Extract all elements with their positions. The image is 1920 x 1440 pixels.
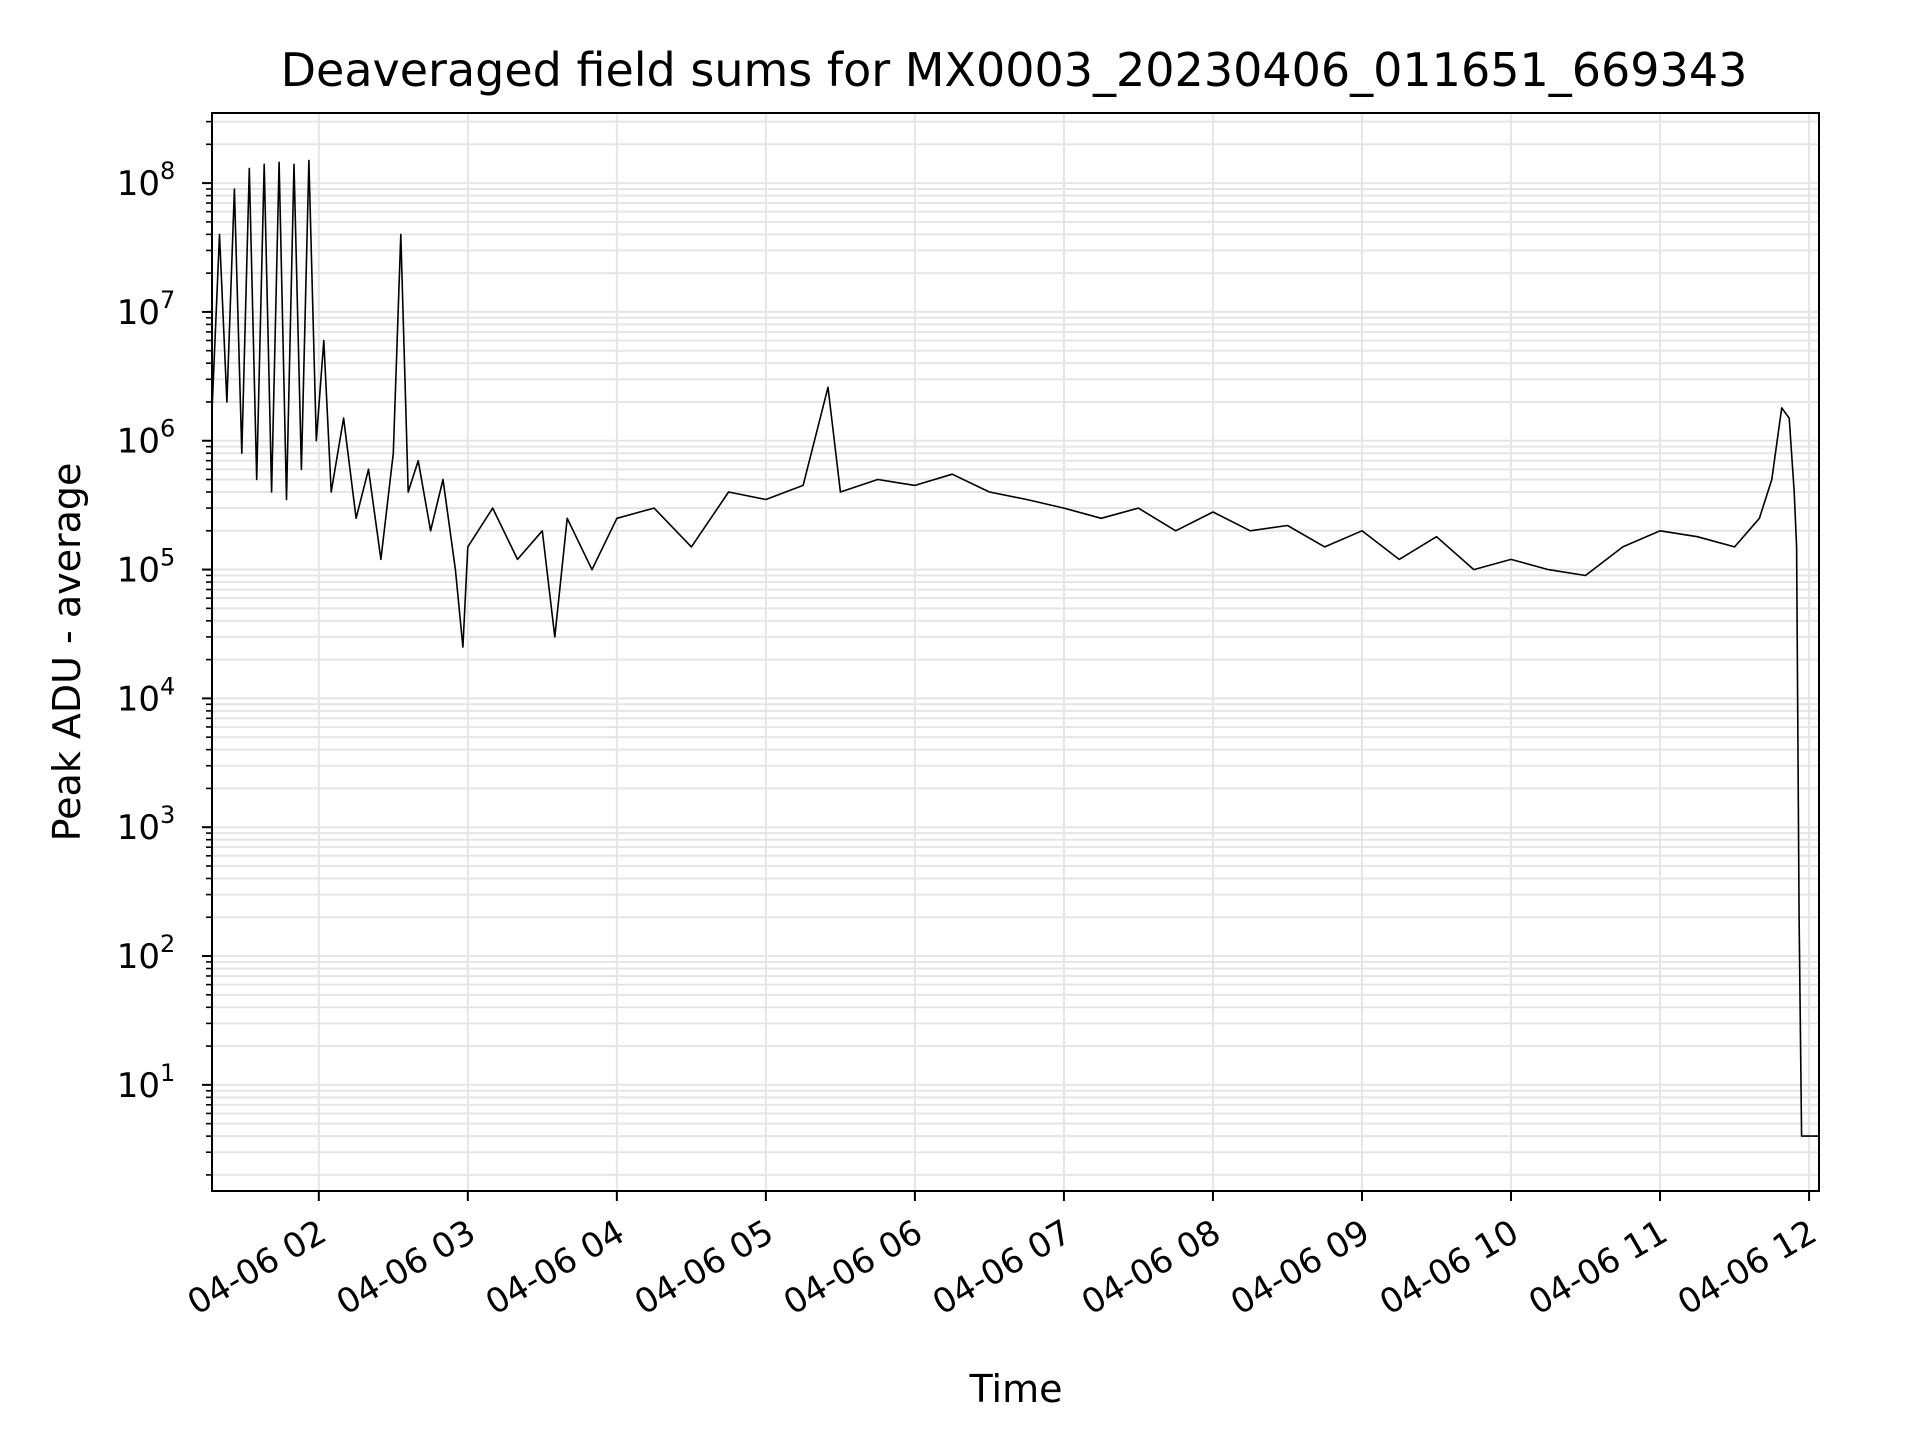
series-line-0 — [211, 159, 1819, 1137]
data-series — [211, 159, 1819, 1137]
y-tick-label: 101 — [117, 1059, 176, 1106]
x-tick-label: 04-06 02 — [181, 1212, 333, 1323]
x-tick-label: 04-06 04 — [479, 1212, 631, 1323]
grid-lines — [212, 113, 1819, 1191]
y-tick-label: 103 — [117, 801, 176, 848]
x-tick-label: 04-06 12 — [1671, 1212, 1823, 1323]
x-tick-label: 04-06 03 — [330, 1212, 482, 1323]
x-tick-label: 04-06 08 — [1075, 1212, 1227, 1323]
x-axis-title: Time — [969, 1367, 1063, 1411]
x-tick-label: 04-06 07 — [926, 1212, 1078, 1323]
y-tick-label: 107 — [117, 286, 176, 333]
y-axis: 101 102 103 104 105 106 107 108 — [117, 120, 212, 1176]
x-tick-label: 04-06 06 — [777, 1212, 929, 1323]
x-tick-label: 04-06 05 — [628, 1212, 780, 1323]
y-axis-title: Peak ADU - average — [45, 463, 89, 842]
y-tick-label: 106 — [117, 415, 176, 462]
x-tick-label: 04-06 11 — [1522, 1212, 1674, 1323]
x-tick-label: 04-06 10 — [1373, 1212, 1525, 1323]
plot-area-frame — [211, 112, 1820, 1192]
y-tick-label: 105 — [117, 544, 176, 591]
chart-title: Deaveraged field sums for MX0003_2023040… — [281, 43, 1748, 97]
y-tick-label: 104 — [117, 672, 176, 719]
y-tick-label: 102 — [117, 930, 176, 977]
x-tick-label: 04-06 09 — [1224, 1212, 1376, 1323]
y-tick-label: 108 — [117, 157, 176, 204]
